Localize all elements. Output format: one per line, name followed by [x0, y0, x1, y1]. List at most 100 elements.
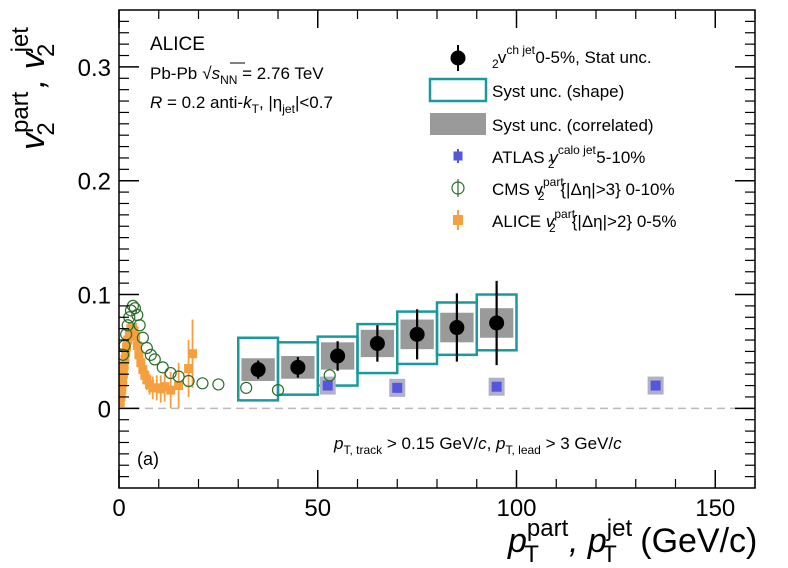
annotation-jet-e: , |η — [259, 93, 282, 112]
cms-point — [121, 319, 134, 332]
legend-label-alice-part-d: 2 — [549, 221, 556, 235]
atlas-point — [491, 381, 502, 392]
annotation-cuts-g: T, lead — [506, 443, 541, 457]
cms-point — [133, 319, 146, 332]
cms-point — [182, 374, 195, 388]
x-axis-label-sub2: T — [602, 541, 617, 568]
y-axis-label-sep: , v — [14, 50, 52, 88]
cms-point — [140, 341, 153, 355]
alice-part-point — [121, 348, 131, 358]
x-axis-label-sup2: jet — [606, 515, 633, 542]
annotation-jet-a: R — [150, 93, 162, 112]
y-axis-label-sub1: 2 — [33, 122, 60, 135]
annotation-jet-b: = 0.2 anti- — [162, 93, 243, 112]
x-axis-label-sup1: part — [527, 515, 569, 542]
legend-marker-syst-shape — [428, 77, 488, 103]
annotation-cuts-f: p — [495, 434, 505, 453]
alice-jet-point — [290, 359, 306, 375]
cms-point — [144, 348, 157, 361]
annotation-system-d: NN — [220, 73, 237, 87]
alice-jet-point — [250, 362, 266, 378]
cms-point — [119, 348, 130, 361]
legend-marker-alice-part — [453, 215, 463, 225]
x-tick-label: 50 — [304, 495, 331, 522]
x-axis-label-units: (GeV/c) — [631, 522, 758, 560]
y-axis-label-sub2: 2 — [33, 44, 60, 57]
alice-part-point — [119, 385, 127, 395]
legend-marker-syst-corr — [430, 113, 486, 135]
annotation-jet-g: |<0.7 — [295, 93, 333, 112]
annotation-cuts-c: > 0.15 GeV/ — [382, 434, 478, 453]
alice-part-point — [138, 365, 148, 375]
legend-label-alice-jet: vch jet 2 0-5%, Stat unc. — [492, 43, 652, 71]
annotation-cuts-a: p — [333, 434, 343, 453]
legend-label-atlas-c: calo jet — [558, 143, 597, 157]
cms-point — [136, 331, 149, 344]
panel-label: (a) — [137, 449, 159, 469]
alice-part-point — [132, 341, 142, 351]
y-axis-label-main: v — [14, 131, 52, 150]
cms-point — [164, 366, 177, 380]
y-tick-label: 0 — [98, 396, 111, 423]
axis-ticks — [118, 10, 756, 488]
legend-label-syst-shape: Syst unc. (shape) — [492, 82, 624, 101]
alice-part-point — [136, 358, 146, 368]
legend-label-alice-jet-a: v — [498, 48, 507, 67]
x-tick-label: 0 — [112, 495, 125, 522]
cms-point — [196, 377, 209, 390]
alice-part-point — [188, 349, 198, 359]
annotation-experiment: ALICE — [150, 34, 205, 55]
atlas-point — [650, 380, 661, 391]
annotation-cuts-b: T, track — [343, 443, 383, 457]
y-axis-label-sup1: part — [7, 91, 34, 133]
cms-point — [271, 384, 285, 397]
annotation-cuts: pT, track > 0.15 GeV/c, pT, lead > 3 GeV… — [333, 434, 622, 457]
annotation-cuts-e: , — [487, 434, 496, 453]
alice-part-point — [119, 361, 129, 371]
annotation-jet-f: jet — [281, 102, 295, 116]
legend-label-alice-part: ALICE vpart 2 {|Δη|>2} 0-5% — [492, 207, 677, 235]
cms-point — [212, 378, 225, 391]
alice-jet-point — [409, 326, 425, 342]
alice-part-point — [124, 328, 134, 338]
alice-part-point — [166, 385, 176, 395]
legend-label-atlas-a: ATLAS — [492, 148, 549, 167]
legend-label-cms-a: CMS v — [492, 180, 544, 199]
cms-point — [323, 369, 336, 382]
legend-label-atlas: ATLAS vcalo jet 2 5-10% — [492, 143, 645, 171]
cms-point — [240, 381, 253, 394]
alice-part-point — [160, 382, 170, 392]
legend-label-alice-jet-c: 2 — [492, 57, 499, 71]
annotation-cuts-d: c — [478, 434, 487, 453]
legend-label-alice-jet-d: 0-5%, Stat unc. — [531, 48, 652, 67]
cms-point — [128, 302, 141, 315]
y-tick-label: 0.3 — [78, 55, 111, 82]
alice-part-point — [174, 381, 184, 391]
annotation-system-b: √ — [202, 64, 212, 83]
legend-label-alice-part-e: {|Δη|>2} 0-5% — [572, 212, 677, 231]
y-tick-label: 0.2 — [78, 169, 111, 196]
alice-part-point — [134, 350, 144, 360]
x-axis-label-main: p — [507, 522, 527, 560]
legend-label-syst-corr: Syst unc. (correlated) — [492, 116, 654, 135]
alice-part-point — [140, 370, 150, 380]
legend: vch jet 2 0-5%, Stat unc. Syst unc. (shap… — [428, 43, 677, 235]
alice-jet-point — [489, 315, 505, 331]
x-axis-label: ppart T, pjet T (GeV/c) — [507, 515, 757, 568]
annotation-system: Pb-Pb √sNN = 2.76 TeV — [150, 64, 324, 87]
annotation-jet-c: k — [243, 93, 253, 112]
annotation-jet: R = 0.2 anti-kT, |ηjet|<0.7 — [150, 93, 333, 116]
alice-part-point — [119, 398, 125, 408]
alice-jet-point — [449, 320, 465, 336]
alice-part-point — [129, 326, 139, 336]
alice-jet-point — [369, 335, 385, 351]
legend-label-alice-jet-b: ch jet — [506, 43, 535, 57]
legend-label-alice-part-a: ALICE — [492, 212, 546, 231]
x-axis-label-sep: , p — [569, 522, 607, 560]
y-axis-label: vpart2, vjet2 — [7, 27, 60, 150]
x-axis-label-sub1: T — [524, 541, 539, 568]
cms-point — [156, 361, 169, 374]
annotation-system-e: = 2.76 TeV — [237, 64, 324, 83]
y-axis-label-sup2: jet — [7, 27, 34, 54]
